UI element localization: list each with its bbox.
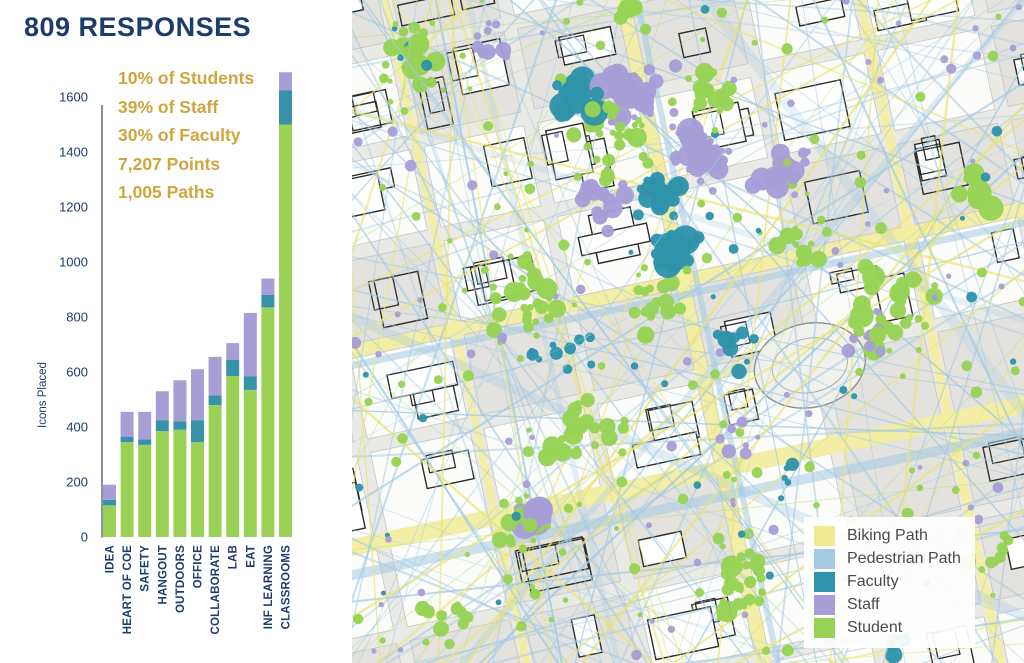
stat-staff: 39% of Staff xyxy=(118,96,219,117)
bar-segment-student xyxy=(226,376,240,537)
y-tick-label: 0 xyxy=(81,530,88,545)
legend-row-pedestrian: Pedestrian Path xyxy=(814,549,961,569)
bar-segment-staff xyxy=(173,380,187,422)
bar-segment-faculty xyxy=(138,439,152,445)
legend-label: Student xyxy=(847,619,903,636)
bar-segment-student xyxy=(191,442,204,537)
bars xyxy=(103,72,292,537)
bar-segment-faculty xyxy=(208,395,222,405)
bar-segment-faculty xyxy=(173,421,187,430)
x-axis-label: OUTDOORS xyxy=(175,545,187,613)
legend-label: Staff xyxy=(847,596,880,613)
y-tick-label: 400 xyxy=(66,420,88,435)
legend-swatch-faculty xyxy=(814,572,835,592)
legend-row-biking: Biking Path xyxy=(814,526,961,546)
y-tick-label: 1000 xyxy=(59,255,88,270)
bar-segment-student xyxy=(138,444,152,537)
bar-segment-faculty xyxy=(191,420,204,443)
x-axis-labels: IDEA HEART OF COE SAFETY HANGOUT OUTDOORS OFF… xyxy=(105,545,293,635)
x-axis-label: HEART OF COE xyxy=(122,545,134,634)
bar-segment-staff xyxy=(226,343,240,360)
y-axis-title: Icons Placed xyxy=(37,362,49,428)
overlay-paths xyxy=(352,0,1024,663)
bar-segment-student xyxy=(243,389,257,537)
stacked-bar-chart: 0 200 400 600 800 1000 1200 1400 1600 Icons Place… xyxy=(37,72,293,635)
bar-segment-faculty xyxy=(243,376,257,390)
bar-segment-student xyxy=(103,505,116,537)
y-tick-label: 1200 xyxy=(59,200,88,215)
stat-points: 7,207 Points xyxy=(118,153,221,174)
bar-segment-student xyxy=(173,429,187,537)
y-tick-label: 800 xyxy=(66,310,88,325)
stat-paths: 1,005 Paths xyxy=(118,182,215,202)
bar-segment-staff xyxy=(243,312,257,377)
bar-segment-faculty xyxy=(155,420,169,432)
map-legend: Biking Path Pedestrian Path Faculty Staff St… xyxy=(804,517,975,648)
x-axis-label: CLASSROOMS xyxy=(281,545,293,630)
legend-label: Biking Path xyxy=(847,527,928,544)
page-title: 809 RESPONSES xyxy=(24,12,252,42)
bar-segment-student xyxy=(279,124,292,537)
bar-segment-faculty xyxy=(120,436,134,443)
bar-segment-faculty xyxy=(103,499,116,506)
x-axis-label: IDEA xyxy=(105,545,117,573)
x-axis-label: SAFETY xyxy=(140,545,152,592)
y-tick-label: 600 xyxy=(66,365,88,380)
survey-stats: 10% of Students 39% of Staff 30% of Facu… xyxy=(118,64,254,207)
legend-swatch-pedestrian xyxy=(814,549,835,569)
bar-segment-student xyxy=(208,405,222,537)
bar-segment-student xyxy=(261,307,275,537)
y-tick-label: 1400 xyxy=(59,145,88,160)
y-tick-labels: 0 200 400 600 800 1000 1200 1400 1600 xyxy=(59,90,88,545)
x-axis-label: LAB xyxy=(228,545,240,569)
legend-label: Pedestrian Path xyxy=(847,550,961,567)
legend-row-student: Student xyxy=(814,618,961,638)
legend-swatch-biking xyxy=(814,526,835,546)
stat-students: 10% of Students xyxy=(118,68,255,88)
response-dots xyxy=(352,0,1024,663)
bar-segment-staff xyxy=(261,278,275,295)
bar-segment-student xyxy=(120,442,134,537)
x-axis-label: OFFICE xyxy=(193,545,205,588)
bar-segment-staff xyxy=(279,72,292,91)
map-panel: Biking Path Pedestrian Path Faculty Staff St… xyxy=(352,0,1024,663)
bar-segment-staff xyxy=(191,369,204,421)
y-tick-label: 200 xyxy=(66,475,88,490)
legend-swatch-staff xyxy=(814,595,835,615)
y-tick-label: 1600 xyxy=(59,90,88,105)
stat-faculty: 30% of Faculty xyxy=(118,125,241,145)
bar-segment-staff xyxy=(138,411,152,440)
legend-swatch-student xyxy=(814,618,835,638)
x-axis-label: INF LEARNING xyxy=(263,545,275,629)
bar-segment-student xyxy=(155,431,169,537)
x-axis-label: HANGOUT xyxy=(157,545,169,605)
x-axis-label: EAT xyxy=(245,545,257,568)
bar-segment-staff xyxy=(155,391,169,421)
bar-segment-staff xyxy=(103,484,116,500)
bar-segment-staff xyxy=(208,356,222,396)
bar-segment-faculty xyxy=(279,90,292,125)
x-axis-label: COLLABORATE xyxy=(210,545,222,635)
legend-row-faculty: Faculty xyxy=(814,572,961,592)
pedestrian-paths xyxy=(352,0,1024,663)
bar-segment-faculty xyxy=(261,295,275,308)
chart-panel: 809 RESPONSES 10% of Students 39% of Sta… xyxy=(0,0,352,663)
legend-label: Faculty xyxy=(847,573,899,590)
bar-segment-faculty xyxy=(226,359,240,377)
bar-segment-staff xyxy=(120,411,134,437)
legend-row-staff: Staff xyxy=(814,595,961,615)
